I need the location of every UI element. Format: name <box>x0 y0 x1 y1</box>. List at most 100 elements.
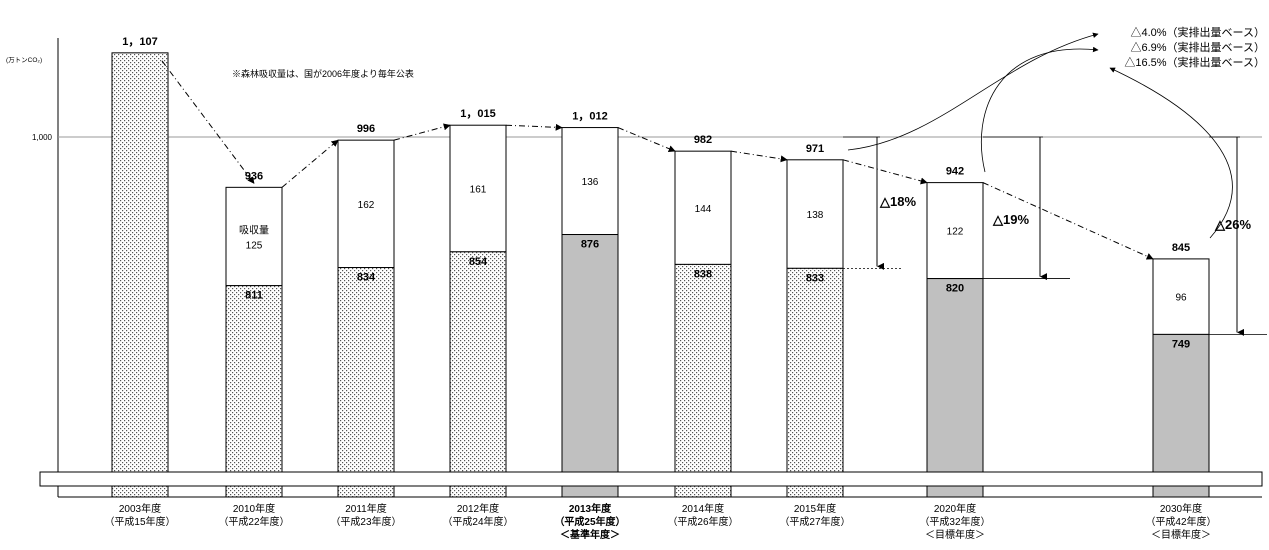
trend-line-segment <box>842 159 928 185</box>
bar-emission-segment <box>337 267 395 473</box>
bar-absorption-segment <box>1152 258 1210 335</box>
x-tick-sublabel: （平成15年度） <box>104 515 175 528</box>
bar-total-label: 936 <box>245 170 263 182</box>
x-tick-extra-label: ＜目標年度＞ <box>1151 528 1211 541</box>
reduction-label: △18% <box>879 194 916 209</box>
bar-base-label: 854 <box>469 256 488 268</box>
bar-absorption-label: 125 <box>246 240 263 251</box>
bar-bottom-segment <box>449 485 507 498</box>
bar-emission-segment <box>674 263 732 473</box>
bar-total-label: 845 <box>1172 242 1190 254</box>
trend-line-layer <box>161 60 1154 260</box>
bar-bottom-segment <box>225 485 283 498</box>
bar-total-label: 996 <box>357 123 375 135</box>
x-tick-sublabel: （平成22年度） <box>218 515 289 528</box>
bar-emission-segment <box>449 251 507 473</box>
x-tick-sublabel: （平成23年度） <box>330 515 401 528</box>
bar-bottom-segment <box>337 485 395 498</box>
x-tick-label: 2003年度 <box>119 502 161 515</box>
bar-emission-segment <box>786 267 844 473</box>
reference-line-group: 1,000 <box>32 133 1262 142</box>
bars-layer <box>111 52 1210 498</box>
axes <box>39 38 1263 498</box>
bar-absorption-segment <box>225 186 283 287</box>
x-tick-label: 2014年度 <box>682 502 724 515</box>
axis-break-band <box>39 471 1263 487</box>
bar-base-label: 820 <box>946 283 964 295</box>
bar-total-label: 1，015 <box>460 108 495 120</box>
x-tick-sublabel: （平成25年度） <box>554 515 625 528</box>
trend-line-segment <box>982 182 1154 260</box>
bar-bottom-segment <box>786 485 844 498</box>
bar-absorption-segment <box>926 182 984 280</box>
x-axis-labels: 2003年度（平成15年度） 2010年度（平成22年度） 2011年度（平成23年… <box>104 502 1216 541</box>
bar-absorption-label: 96 <box>1175 293 1187 304</box>
bar-absorption-label: 138 <box>807 210 824 221</box>
bar-bottom-segment <box>1152 485 1210 498</box>
bar-total-label: 982 <box>694 134 712 146</box>
reduction-label: △19% <box>992 212 1029 227</box>
bar-base-label: 838 <box>694 268 712 280</box>
bar-emission-segment <box>225 285 283 473</box>
reduction-label: △26% <box>1214 217 1251 232</box>
bar-total <box>111 52 169 473</box>
note-connector <box>1109 67 1233 239</box>
x-tick-label: 2013年度 <box>569 502 612 515</box>
x-tick-label: 2020年度 <box>934 502 976 515</box>
actual-emission-notes-layer: △4.0%（実排出量ベース）△6.9%（実排出量ベース）△16.5%（実排出量ベ… <box>847 25 1265 239</box>
bar-base-label: 811 <box>245 290 263 302</box>
x-tick-label: 2010年度 <box>233 502 275 515</box>
bar-emission-segment <box>561 234 619 473</box>
reduction-layer: △18% △19% △26% <box>843 136 1267 336</box>
bar-total-label: 1，012 <box>572 111 607 123</box>
trend-line-segment <box>161 60 255 184</box>
bar-bottom-segment <box>111 485 169 498</box>
bar-total-label: 971 <box>806 143 824 155</box>
trend-line-segment <box>505 123 563 131</box>
bar-base-label: 834 <box>357 272 376 284</box>
bar-base-label: 749 <box>1172 338 1190 350</box>
bar-emission-segment <box>1152 333 1210 473</box>
x-tick-label: 2015年度 <box>794 502 836 515</box>
note-connector <box>847 32 1099 151</box>
trend-line-segment <box>730 150 788 163</box>
trend-line-segment <box>393 123 451 141</box>
bar-bottom-segment <box>926 485 984 498</box>
bar-absorption-label: 136 <box>582 177 599 188</box>
actual-emission-note: △4.0%（実排出量ベース） <box>1130 25 1265 39</box>
x-tick-sublabel: （平成26年度） <box>667 515 738 528</box>
note-text: ※森林吸収量は、国が2006年度より毎年公表 <box>232 68 414 79</box>
bar-base-label: 833 <box>806 272 824 284</box>
x-tick-label: 2030年度 <box>1160 502 1202 515</box>
x-tick-sublabel: （平成24年度） <box>442 515 513 528</box>
trend-line-segment <box>281 139 339 188</box>
bar-bottom-segment <box>674 485 732 498</box>
x-tick-extra-label: ＜目標年度＞ <box>925 528 985 541</box>
x-tick-extra-label: ＜基準年度＞ <box>560 528 620 541</box>
reference-line-label: 1,000 <box>32 133 53 142</box>
bar-absorption-label: 161 <box>470 185 487 196</box>
bar-absorption-segment <box>449 124 507 253</box>
actual-emission-note: △6.9%（実排出量ベース） <box>1130 40 1265 54</box>
x-tick-label: 2012年度 <box>457 502 499 515</box>
x-tick-sublabel: （平成32年度） <box>919 515 990 528</box>
bar-total-label: 942 <box>946 166 964 178</box>
bar-emission-segment <box>926 278 984 473</box>
bar-absorption-label: 122 <box>947 227 964 238</box>
bar-absorption-label: 162 <box>358 200 375 211</box>
note-connector <box>981 46 1099 173</box>
x-tick-label: 2011年度 <box>345 502 387 515</box>
bar-absorption-label: 144 <box>695 204 712 215</box>
bar-absorption-segment <box>337 139 395 269</box>
unit-label: (万トンCO₂) <box>6 56 42 64</box>
bar-total-label: 1，107 <box>122 36 157 48</box>
bar-bottom-segment <box>561 485 619 498</box>
absorption-prefix-label: 吸収量 <box>239 224 269 236</box>
x-tick-sublabel: （平成27年度） <box>779 515 850 528</box>
labels-layer: 1，107 811 吸収量 125 936 834 162 996 854 161 1，015 876… <box>122 36 1190 351</box>
bar-base-label: 876 <box>581 239 599 251</box>
trend-line-segment <box>617 127 676 152</box>
actual-emission-note: △16.5%（実排出量ベース） <box>1124 55 1265 69</box>
x-tick-sublabel: （平成42年度） <box>1145 515 1216 528</box>
